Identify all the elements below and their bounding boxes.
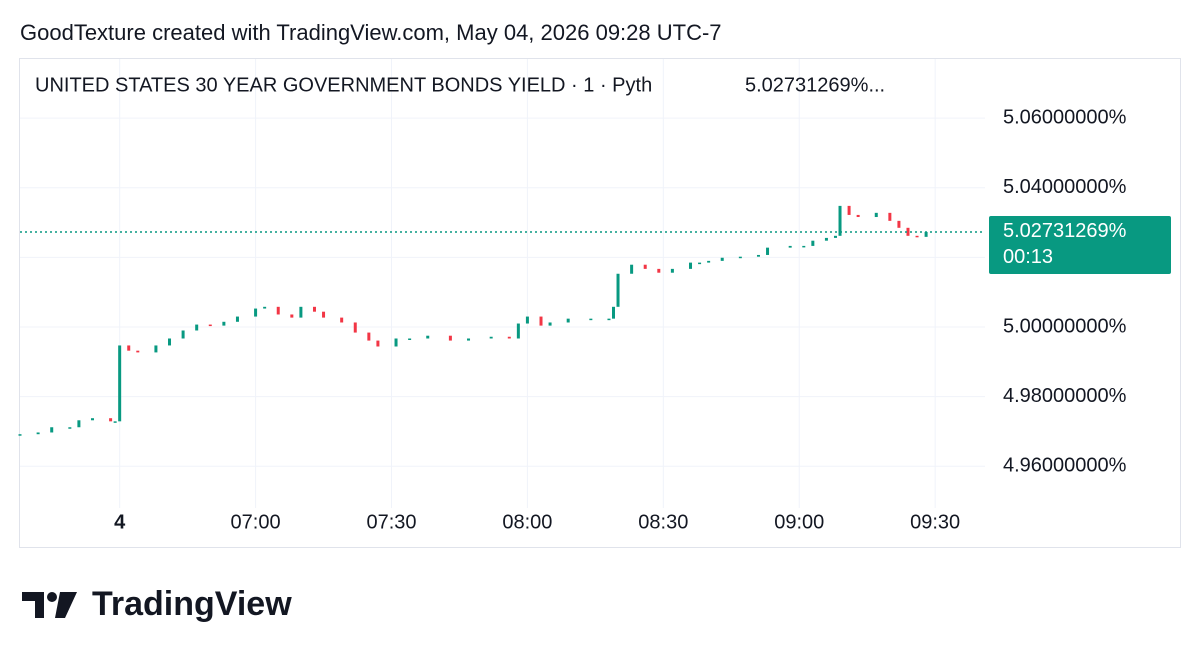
candle bbox=[856, 214, 860, 218]
candle bbox=[811, 240, 815, 246]
y-tick-label: 5.06000000% bbox=[1003, 106, 1127, 128]
candle bbox=[689, 262, 693, 269]
candle bbox=[222, 321, 226, 326]
candle bbox=[408, 338, 412, 340]
candle bbox=[489, 336, 493, 339]
candle bbox=[539, 316, 543, 326]
candle bbox=[127, 345, 131, 351]
candle bbox=[847, 205, 851, 215]
candle bbox=[720, 257, 724, 261]
candle bbox=[68, 427, 72, 429]
candle bbox=[208, 324, 212, 327]
brand-logo: TradingView bbox=[22, 585, 292, 623]
candle bbox=[109, 418, 113, 422]
candle bbox=[195, 324, 199, 331]
price-badge-label: 5.02731269% bbox=[1003, 220, 1127, 242]
candle bbox=[924, 231, 928, 237]
candle bbox=[548, 322, 552, 326]
candle bbox=[897, 220, 901, 228]
candle bbox=[376, 340, 380, 347]
candle bbox=[322, 311, 326, 318]
candle bbox=[467, 338, 471, 341]
logo-mark bbox=[55, 592, 77, 618]
candle bbox=[788, 245, 792, 248]
x-tick-label: 07:30 bbox=[366, 511, 416, 533]
candle bbox=[707, 260, 711, 263]
y-tick-label: 4.96000000% bbox=[1003, 455, 1127, 477]
candle bbox=[589, 318, 593, 321]
candle bbox=[136, 350, 140, 353]
candle bbox=[657, 268, 661, 273]
x-tick-label: 08:00 bbox=[502, 511, 552, 533]
candle bbox=[738, 256, 742, 259]
candle bbox=[766, 247, 770, 255]
candle bbox=[290, 314, 294, 318]
candle bbox=[394, 338, 398, 347]
candle bbox=[566, 318, 570, 323]
x-tick-label: 4 bbox=[114, 511, 126, 533]
candle bbox=[525, 316, 529, 324]
y-tick-label: 5.00000000% bbox=[1003, 315, 1127, 337]
y-tick-label: 4.98000000% bbox=[1003, 385, 1127, 407]
candle bbox=[118, 345, 122, 422]
y-tick-label: 5.04000000% bbox=[1003, 176, 1127, 198]
candle bbox=[77, 420, 81, 428]
candle bbox=[353, 322, 357, 333]
candle bbox=[874, 212, 878, 218]
candle bbox=[235, 316, 239, 322]
x-tick-label: 07:00 bbox=[231, 511, 281, 533]
candle bbox=[299, 306, 303, 318]
candle bbox=[516, 323, 520, 339]
candle bbox=[824, 237, 828, 241]
logo-mark bbox=[47, 592, 57, 602]
x-tick-label: 09:00 bbox=[774, 511, 824, 533]
legend-value: 5.02731269%... bbox=[745, 74, 885, 96]
header: GoodTexture created with TradingView.com… bbox=[20, 20, 722, 45]
candle bbox=[367, 332, 371, 341]
candle bbox=[802, 245, 806, 248]
candle bbox=[340, 317, 344, 323]
candle bbox=[113, 421, 117, 423]
candle bbox=[36, 432, 40, 435]
chart-frame bbox=[19, 58, 1181, 548]
x-tick-label: 08:30 bbox=[638, 511, 688, 533]
plot: 4.96000000%4.98000000%5.00000000%5.02000… bbox=[18, 59, 1171, 533]
candle bbox=[888, 212, 892, 221]
candle bbox=[50, 427, 54, 433]
candle bbox=[643, 264, 647, 269]
candle bbox=[154, 345, 158, 353]
candle bbox=[607, 318, 611, 321]
candle bbox=[611, 306, 615, 319]
candle bbox=[254, 308, 258, 317]
candle bbox=[698, 262, 702, 265]
logo-mark bbox=[22, 592, 44, 618]
candle bbox=[756, 254, 760, 257]
countdown: 00:13 bbox=[1003, 246, 1053, 268]
candle bbox=[276, 306, 280, 315]
candle bbox=[426, 335, 430, 339]
candle bbox=[915, 235, 919, 238]
candle bbox=[168, 338, 172, 346]
candle bbox=[90, 418, 94, 421]
candle bbox=[616, 273, 620, 307]
candle bbox=[312, 306, 316, 312]
candle bbox=[181, 330, 185, 339]
candle bbox=[838, 205, 842, 236]
candle bbox=[263, 306, 267, 309]
candle bbox=[833, 235, 837, 238]
candle bbox=[507, 336, 511, 339]
price-badge bbox=[989, 215, 1171, 274]
brand: TradingView bbox=[92, 585, 292, 623]
x-tick-label: 09:30 bbox=[910, 511, 960, 533]
candle bbox=[18, 434, 22, 436]
candle bbox=[630, 264, 634, 274]
candle bbox=[906, 227, 910, 236]
candle bbox=[448, 335, 452, 341]
candle bbox=[670, 268, 674, 273]
chart-title: UNITED STATES 30 YEAR GOVERNMENT BONDS Y… bbox=[35, 74, 652, 96]
